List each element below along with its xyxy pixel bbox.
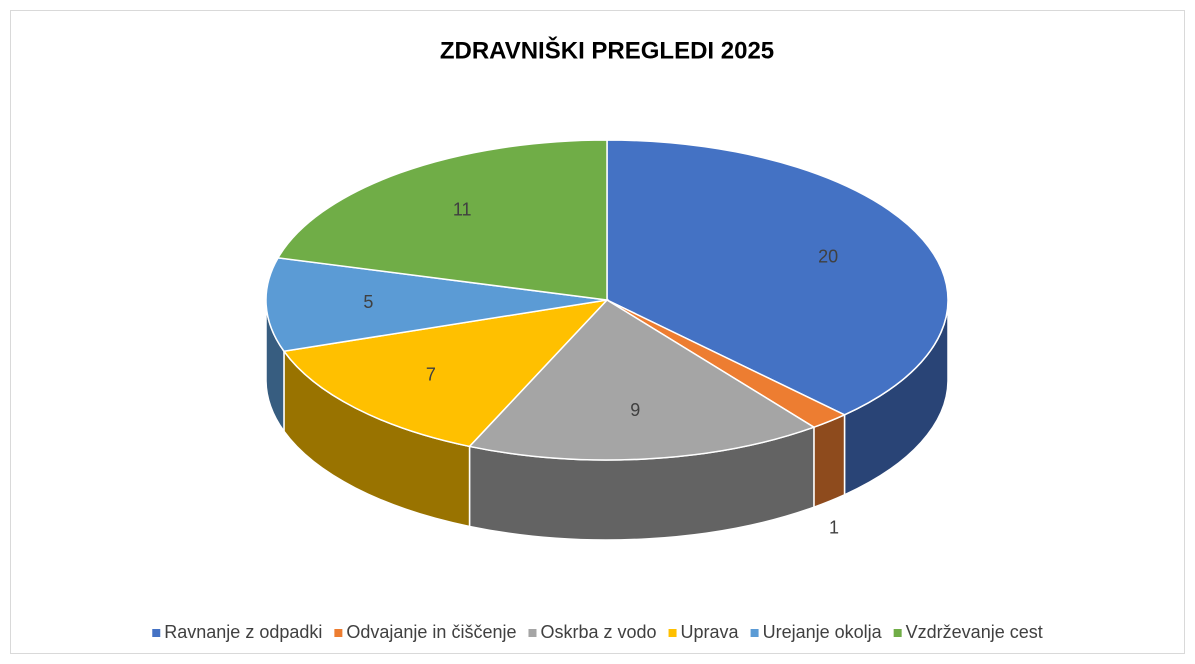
data-label: 20 bbox=[818, 247, 838, 267]
legend: Ravnanje z odpadki Odvajanje in čiščenje O… bbox=[152, 622, 1043, 642]
legend-label: Oskrba z vodo bbox=[540, 622, 656, 642]
slice bbox=[282, 298, 610, 448]
data-label: 5 bbox=[363, 292, 373, 312]
legend-swatch bbox=[334, 629, 343, 637]
data-label: 1 bbox=[829, 517, 839, 537]
data-label: 11 bbox=[453, 200, 472, 220]
data-label: 7 bbox=[426, 364, 436, 384]
legend-swatch bbox=[668, 629, 677, 637]
legend-label: Vzdrževanje cest bbox=[906, 622, 1043, 642]
legend-swatch bbox=[750, 629, 759, 637]
slice bbox=[468, 299, 816, 461]
legend-label: Uprava bbox=[681, 622, 740, 642]
slice bbox=[265, 257, 608, 353]
legend-swatch bbox=[152, 629, 161, 637]
chart-title: ZDRAVNIŠKI PREGLEDI 2025 bbox=[440, 36, 774, 64]
legend-swatch bbox=[528, 629, 537, 637]
legend-label: Ravnanje z odpadki bbox=[164, 622, 322, 642]
data-label: 9 bbox=[630, 400, 640, 420]
legend-swatch bbox=[893, 629, 902, 637]
legend-label: Urejanje okolja bbox=[763, 622, 883, 642]
slice bbox=[606, 139, 949, 416]
slice-side bbox=[813, 413, 846, 509]
slice bbox=[276, 139, 608, 301]
legend-label: Odvajanje in čiščenje bbox=[346, 622, 516, 642]
